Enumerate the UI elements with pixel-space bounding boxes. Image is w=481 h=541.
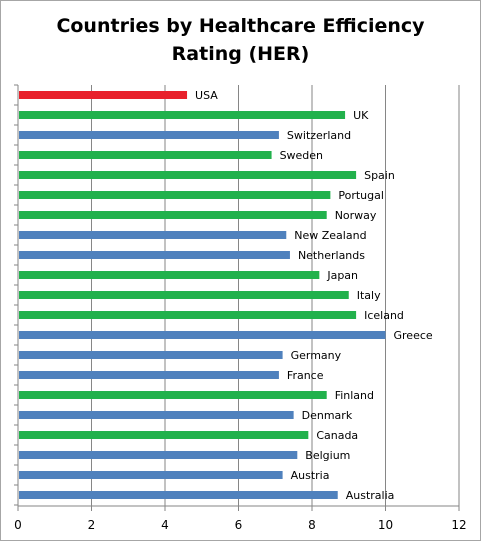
bar-label-greece: Greece (394, 329, 433, 342)
bar-label-italy: Italy (357, 289, 381, 302)
bar-austria (19, 471, 283, 479)
bar-label-finland: Finland (335, 389, 374, 402)
bar-japan (19, 271, 320, 279)
chart-title-line-1: Countries by Healthcare Efficiency (56, 15, 425, 37)
bar-label-belgium: Belgium (305, 449, 350, 462)
bar-italy (19, 291, 349, 299)
bar-germany (19, 351, 283, 359)
x-tick-label-4: 4 (161, 518, 169, 532)
bar-new-zealand (19, 231, 287, 239)
bar-france (19, 371, 279, 379)
bar-label-new-zealand: New Zealand (294, 229, 366, 242)
bar-label-uk: UK (353, 109, 369, 122)
bar-spain (19, 171, 357, 179)
bar-label-portugal: Portugal (338, 189, 384, 202)
bar-norway (19, 211, 327, 219)
chart-title-line-2: Rating (HER) (171, 43, 310, 65)
bar-switzerland (19, 131, 279, 139)
bar-label-germany: Germany (291, 349, 342, 362)
bar-label-spain: Spain (364, 169, 395, 182)
x-tick-label-8: 8 (308, 518, 316, 532)
bar-netherlands (19, 251, 290, 259)
bar-label-canada: Canada (316, 429, 358, 442)
bar-label-iceland: Iceland (364, 309, 404, 322)
bar-label-austria: Austria (291, 469, 330, 482)
bar-finland (19, 391, 327, 399)
bar-iceland (19, 311, 357, 319)
bar-label-norway: Norway (335, 209, 377, 222)
bars (19, 91, 386, 499)
bar-label-switzerland: Switzerland (287, 129, 351, 142)
x-tick-label-2: 2 (88, 518, 96, 532)
x-tick-labels: 0 2 4 6 8 10 12 (14, 518, 466, 532)
x-tick-label-12: 12 (451, 518, 466, 532)
bar-label-sweden: Sweden (280, 149, 323, 162)
bar-usa (19, 91, 188, 99)
bar-label-usa: USA (195, 89, 218, 102)
bar-label-netherlands: Netherlands (298, 249, 365, 262)
bar-denmark (19, 411, 294, 419)
bar-label-japan: Japan (326, 269, 358, 282)
bar-sweden (19, 151, 272, 159)
bar-australia (19, 491, 338, 499)
bar-uk (19, 111, 346, 119)
bar-portugal (19, 191, 331, 199)
bar-canada (19, 431, 309, 439)
bar-greece (19, 331, 386, 339)
bar-label-france: France (287, 369, 324, 382)
x-tick-label-10: 10 (378, 518, 393, 532)
bar-label-denmark: Denmark (302, 409, 353, 422)
x-tick-label-6: 6 (235, 518, 243, 532)
x-axis (14, 84, 460, 511)
chart-title: Countries by Healthcare Efficiency Ratin… (0, 12, 481, 68)
x-tick-label-0: 0 (14, 518, 22, 532)
bar-label-australia: Australia (346, 489, 395, 502)
bar-belgium (19, 451, 298, 459)
